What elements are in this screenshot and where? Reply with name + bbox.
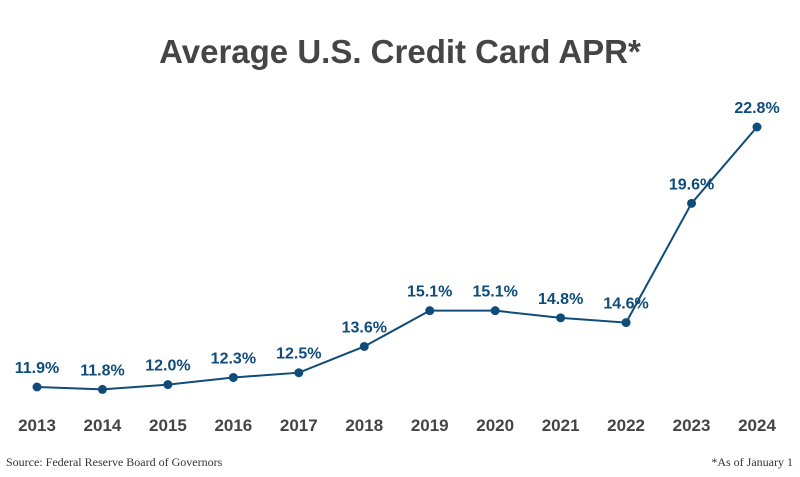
source-note: Source: Federal Reserve Board of Governo… bbox=[6, 455, 223, 469]
data-label: 14.8% bbox=[538, 291, 583, 308]
data-point bbox=[294, 368, 304, 378]
data-label: 13.6% bbox=[342, 319, 387, 336]
data-label: 19.6% bbox=[669, 176, 714, 193]
data-point bbox=[621, 318, 631, 328]
x-tick-label: 2016 bbox=[214, 416, 252, 435]
data-point bbox=[556, 313, 566, 323]
data-label: 15.1% bbox=[407, 284, 452, 301]
series-line bbox=[36, 126, 758, 391]
data-label: 12.5% bbox=[276, 346, 321, 363]
x-tick-label: 2019 bbox=[411, 416, 449, 435]
data-point bbox=[163, 380, 173, 390]
x-tick-label: 2013 bbox=[18, 416, 56, 435]
data-point bbox=[228, 372, 238, 382]
data-label: 22.8% bbox=[734, 100, 779, 117]
x-tick-label: 2024 bbox=[738, 416, 776, 435]
x-tick-label: 2018 bbox=[345, 416, 383, 435]
data-point bbox=[687, 198, 697, 208]
x-tick-label: 2020 bbox=[476, 416, 514, 435]
data-point bbox=[32, 382, 42, 392]
footnote: *As of January 1 bbox=[711, 455, 793, 469]
data-point bbox=[359, 341, 369, 351]
x-tick-label: 2017 bbox=[280, 416, 318, 435]
data-label: 11.9% bbox=[15, 360, 59, 377]
x-tick-label: 2021 bbox=[542, 416, 580, 435]
chart-title: Average U.S. Credit Card APR* bbox=[159, 33, 641, 70]
x-tick-label: 2014 bbox=[84, 416, 122, 435]
data-point bbox=[425, 306, 435, 316]
data-label: 14.6% bbox=[603, 296, 648, 313]
x-tick-label: 2015 bbox=[149, 416, 187, 435]
x-tick-label: 2023 bbox=[673, 416, 711, 435]
data-label: 11.8% bbox=[80, 362, 124, 379]
data-label: 12.3% bbox=[211, 350, 256, 367]
data-point bbox=[752, 122, 762, 132]
data-point bbox=[97, 384, 107, 394]
data-point bbox=[490, 306, 500, 316]
data-label: 15.1% bbox=[472, 284, 517, 301]
data-label: 12.0% bbox=[145, 358, 190, 375]
x-tick-label: 2022 bbox=[607, 416, 645, 435]
